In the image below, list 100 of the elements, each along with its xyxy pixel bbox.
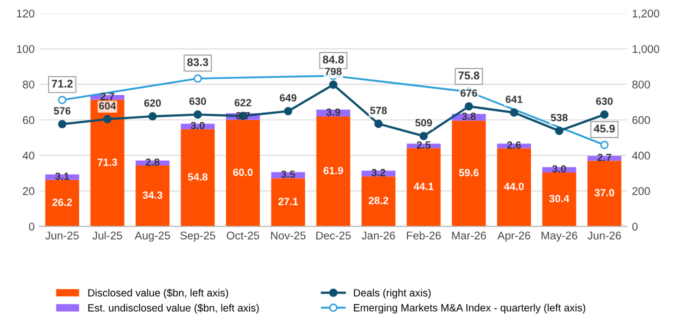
data-label: 3.1 <box>55 172 70 180</box>
bar <box>587 160 622 226</box>
x-tick-label: Apr-26 <box>497 232 530 242</box>
data-label: 3.0 <box>190 122 205 130</box>
legend-label: Deals (right axis) <box>354 288 431 299</box>
data-label: 622 <box>234 98 252 106</box>
data-label: 44.0 <box>504 182 524 190</box>
data-label: 2.5 <box>416 141 431 149</box>
bar <box>362 170 396 176</box>
point <box>194 74 202 83</box>
point <box>510 108 518 117</box>
x-tick-label: Jul-25 <box>92 231 122 240</box>
bar <box>136 166 170 226</box>
data-label: 26.2 <box>52 198 72 206</box>
data-label: 54.8 <box>188 173 208 181</box>
data-label: 75.8 <box>458 72 480 80</box>
y-tick-label: 60 <box>22 116 34 124</box>
data-label: 59.6 <box>459 168 479 176</box>
data-label: 71.2 <box>52 80 73 88</box>
y2-tick-label: 800 <box>632 80 650 88</box>
data-label: 2.6 <box>507 141 521 149</box>
data-label: 30.4 <box>549 194 570 202</box>
point <box>103 115 112 124</box>
data-label: 3.7 <box>236 112 250 120</box>
point <box>58 120 66 128</box>
data-label: 45.9 <box>594 124 615 133</box>
legend-label: Emerging Markets M&A Index - quarterly (left axis) <box>354 304 586 314</box>
y-tick-label: 20 <box>22 187 34 196</box>
data-label: 649 <box>280 94 296 102</box>
point <box>374 120 383 128</box>
data-label: 620 <box>144 99 161 107</box>
data-label: 3.5 <box>281 170 296 178</box>
bar <box>452 120 486 226</box>
bar <box>90 100 124 226</box>
point <box>555 126 564 136</box>
data-label: 34.3 <box>142 191 162 199</box>
point <box>600 140 609 150</box>
bar <box>226 120 260 226</box>
legend-label: Disclosed value ($bn, left axis) <box>88 288 228 299</box>
data-label: 61.9 <box>324 166 344 174</box>
x-tick-label: Feb-26 <box>406 231 441 240</box>
point <box>600 110 609 119</box>
data-label: 630 <box>189 98 206 105</box>
data-label: 3.9 <box>326 108 340 116</box>
data-label: 578 <box>370 106 387 114</box>
x-tick-label: Jun-26 <box>588 232 621 240</box>
x-tick-label: Aug-25 <box>134 232 170 242</box>
data-label: 2.7 <box>598 154 612 162</box>
data-label: 44.1 <box>414 182 434 190</box>
bar <box>180 129 215 226</box>
point <box>284 107 292 116</box>
bar <box>497 148 531 226</box>
data-label: 3.0 <box>552 165 566 173</box>
data-label: 84.8 <box>322 56 344 64</box>
y2-tick-label: 1,000 <box>632 45 660 54</box>
data-label: 37.0 <box>594 189 614 196</box>
y-tick-label: 120 <box>17 10 34 18</box>
data-label: 2.7 <box>100 92 114 100</box>
data-label: 798 <box>325 68 342 76</box>
data-label: 3.8 <box>462 112 476 120</box>
point <box>329 80 338 89</box>
bar <box>45 180 80 226</box>
data-label: 509 <box>415 119 432 126</box>
data-label: 3.2 <box>371 168 386 176</box>
bar <box>316 116 350 226</box>
x-tick-label: Dec-25 <box>316 232 351 240</box>
data-label: 71.3 <box>98 158 118 166</box>
data-label: 630 <box>596 98 613 105</box>
x-tick-label: Mar-26 <box>452 232 486 240</box>
bar <box>542 172 576 226</box>
bar <box>271 178 306 226</box>
point <box>194 110 202 119</box>
bar <box>406 148 441 226</box>
x-tick-label: Jan-26 <box>362 232 395 240</box>
point <box>420 132 428 140</box>
data-label: 60.0 <box>233 168 253 176</box>
y-tick-label: 0 <box>29 222 34 231</box>
data-label: 2.8 <box>146 158 160 166</box>
x-tick-label: Oct-25 <box>226 232 260 240</box>
x-tick-label: Sep-25 <box>180 232 216 242</box>
data-label: 576 <box>54 107 71 115</box>
data-label: 676 <box>460 89 478 97</box>
x-tick-label: May-26 <box>542 232 578 242</box>
data-label: 641 <box>506 96 522 103</box>
bar <box>362 176 396 226</box>
x-tick-label: Jun-25 <box>45 232 79 240</box>
y-tick-label: 80 <box>22 80 34 88</box>
point <box>464 102 474 111</box>
y2-tick-label: 1,200 <box>632 10 660 19</box>
legend-label: Est. undisclosed value ($bn, left axis) <box>88 304 259 314</box>
data-label: 27.1 <box>278 198 298 206</box>
data-label: 538 <box>550 114 568 122</box>
y2-tick-label: 200 <box>632 187 650 196</box>
y-tick-label: 100 <box>17 45 34 53</box>
y2-tick-label: 400 <box>632 152 650 160</box>
y2-tick-label: 600 <box>632 116 650 124</box>
data-label: 28.2 <box>368 196 388 204</box>
point <box>148 112 157 120</box>
y-tick-label: 40 <box>22 152 34 160</box>
point <box>58 96 66 104</box>
